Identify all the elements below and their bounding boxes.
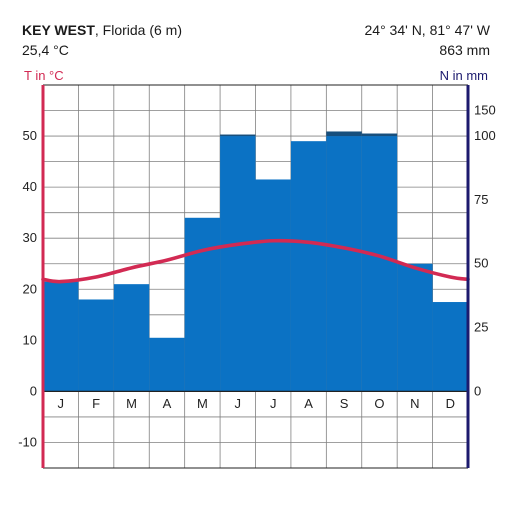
precipitation-tick-label: 50 [474, 256, 488, 271]
station-details: , Florida (6 m) [94, 22, 182, 38]
precipitation-bars [43, 131, 468, 392]
precipitation-bar [149, 337, 185, 392]
precipitation-bar [184, 217, 221, 392]
month-label: N [410, 396, 419, 411]
precipitation-bar [220, 136, 256, 392]
precipitation-axis-title: N in mm [440, 68, 488, 83]
station-title: KEY WEST, Florida (6 m) [22, 21, 182, 39]
temperature-line-group [41, 238, 470, 284]
temperature-axis-title: T in °C [24, 68, 64, 83]
temperature-tick-label: 40 [23, 179, 37, 194]
temperature-tick-label: -10 [18, 434, 37, 449]
mean-temperature: 25,4 °C [22, 42, 69, 58]
month-label: D [446, 396, 455, 411]
month-label: M [126, 396, 137, 411]
precipitation-tick-label: 75 [474, 192, 488, 207]
precipitation-bar [290, 141, 327, 392]
month-label: A [304, 396, 313, 411]
precipitation-bar [326, 136, 362, 392]
month-label: A [163, 396, 172, 411]
precipitation-bar [255, 179, 291, 392]
precipitation-bar-excess [220, 134, 256, 137]
precipitation-bar [397, 263, 433, 392]
month-label: O [374, 396, 384, 411]
month-label: S [340, 396, 349, 411]
precipitation-tick-label: 150 [474, 103, 496, 118]
precipitation-bar [78, 299, 114, 392]
precipitation-bar-excess [326, 131, 362, 137]
month-label: J [270, 396, 277, 411]
precipitation-bar [43, 281, 79, 392]
temperature-tick-label: 10 [23, 332, 37, 347]
temperature-tick-label: 0 [30, 383, 37, 398]
month-label: F [92, 396, 100, 411]
precipitation-bar [113, 284, 150, 392]
precipitation-tick-label: 25 [474, 320, 488, 335]
coordinates: 24° 34' N, 81° 47' W [364, 22, 491, 38]
temperature-line [41, 238, 470, 284]
axes [41, 84, 470, 469]
temperature-tick-label: 50 [23, 128, 37, 143]
temperature-tick-label: 20 [23, 281, 37, 296]
precipitation-bar [432, 302, 468, 392]
precipitation-tick-label: 0 [474, 383, 481, 398]
temperature-tick-label: 30 [23, 230, 37, 245]
annual-precipitation: 863 mm [439, 42, 490, 58]
precipitation-bar [361, 136, 398, 392]
precipitation-tick-label: 100 [474, 128, 496, 143]
month-label: M [197, 396, 208, 411]
station-name: KEY WEST [22, 22, 95, 38]
month-label: J [57, 396, 64, 411]
precipitation-bar-excess [361, 133, 398, 137]
month-label: J [235, 396, 242, 411]
